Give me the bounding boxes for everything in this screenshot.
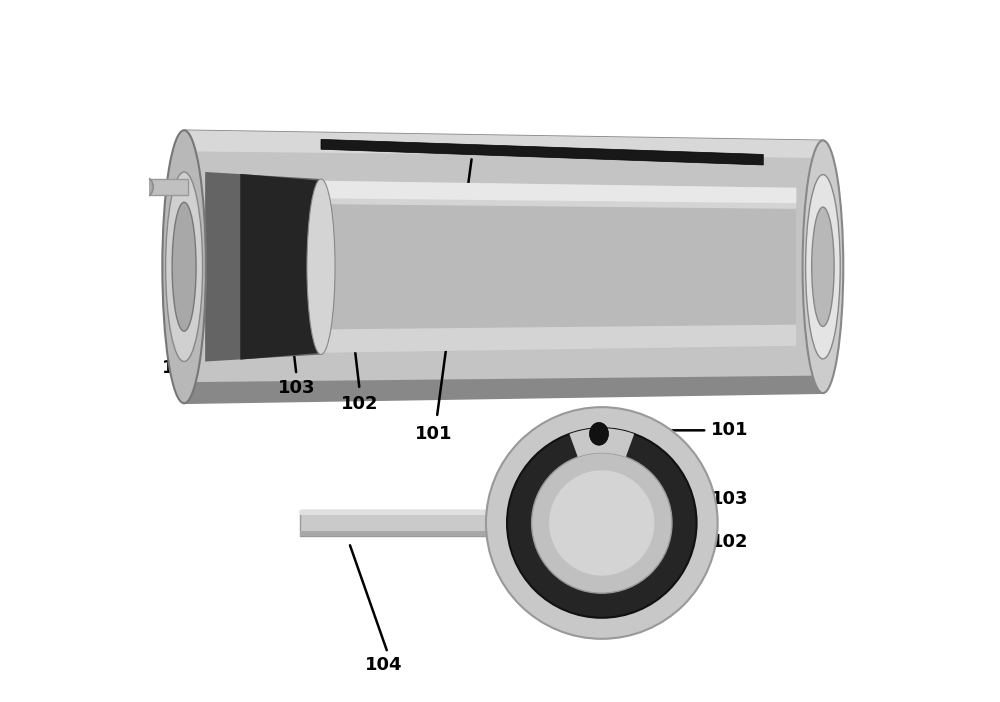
Ellipse shape — [812, 207, 834, 326]
Text: 102: 102 — [711, 533, 748, 551]
Ellipse shape — [486, 407, 718, 639]
Polygon shape — [240, 174, 321, 359]
Polygon shape — [321, 140, 763, 165]
Ellipse shape — [172, 202, 196, 331]
Polygon shape — [300, 510, 489, 536]
Polygon shape — [184, 131, 823, 403]
Polygon shape — [321, 181, 796, 352]
Ellipse shape — [507, 428, 697, 618]
Ellipse shape — [532, 453, 672, 593]
Text: 102: 102 — [341, 395, 378, 413]
Text: 101: 101 — [415, 425, 452, 443]
Polygon shape — [184, 131, 823, 158]
Ellipse shape — [162, 131, 206, 403]
Polygon shape — [300, 531, 489, 536]
Polygon shape — [205, 172, 321, 362]
Ellipse shape — [166, 172, 203, 362]
Polygon shape — [569, 428, 634, 457]
Text: 101: 101 — [711, 421, 748, 439]
Ellipse shape — [138, 177, 153, 197]
Ellipse shape — [803, 140, 843, 393]
Ellipse shape — [806, 175, 840, 359]
Text: 104: 104 — [162, 359, 199, 378]
Ellipse shape — [307, 179, 335, 355]
Polygon shape — [321, 204, 796, 329]
Polygon shape — [145, 178, 188, 194]
Polygon shape — [300, 510, 489, 515]
Text: 103: 103 — [278, 379, 315, 397]
Ellipse shape — [549, 470, 654, 576]
Text: 103: 103 — [711, 490, 748, 508]
Polygon shape — [321, 181, 796, 204]
Text: 104: 104 — [365, 656, 403, 675]
Ellipse shape — [590, 423, 608, 445]
Polygon shape — [184, 376, 823, 403]
